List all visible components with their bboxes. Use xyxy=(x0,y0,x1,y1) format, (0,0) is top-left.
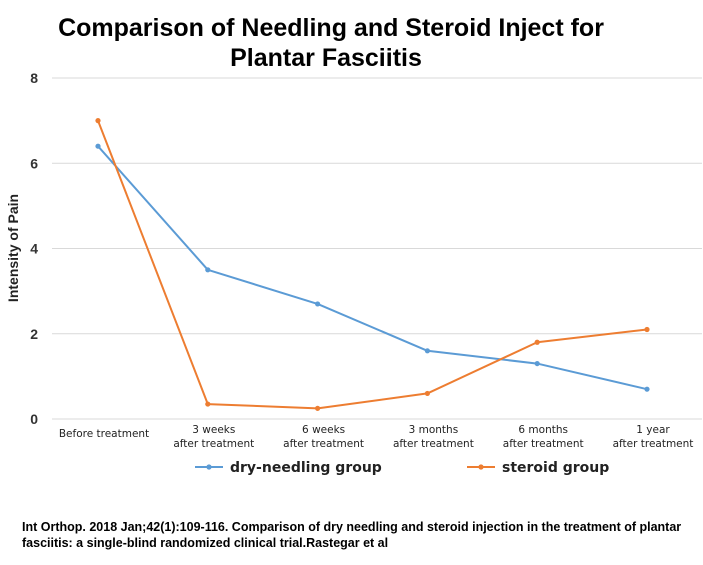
y-tick-label: 4 xyxy=(30,241,38,257)
data-point xyxy=(315,405,321,411)
x-tick-label-line: after treatment xyxy=(173,438,254,450)
legend-label: dry-needling group xyxy=(230,460,382,476)
series-lines xyxy=(95,118,650,411)
series-line-1 xyxy=(97,120,648,410)
y-tick-label: 8 xyxy=(30,70,38,86)
x-tick-label-line: 3 months xyxy=(409,424,459,436)
x-tick-label-line: after treatment xyxy=(393,438,474,450)
x-ticks: Before treatment 3 weeks after treatment6 … xyxy=(59,424,694,450)
y-tick-label: 6 xyxy=(30,155,38,171)
data-point xyxy=(205,401,211,407)
gridlines xyxy=(52,77,702,420)
series-line-0 xyxy=(97,145,648,391)
x-tick-label-line: 1 year xyxy=(636,424,670,436)
legend-marker xyxy=(478,464,484,470)
data-point xyxy=(205,267,211,273)
x-tick-label: 6 months after treatment xyxy=(503,424,584,450)
legend-marker xyxy=(206,464,212,470)
data-point xyxy=(424,348,430,354)
chart-title-line2: Plantar Fasciitis xyxy=(230,44,422,72)
x-tick-label-line: after treatment xyxy=(613,438,694,450)
x-tick-label: 1 year after treatment xyxy=(613,424,694,450)
x-tick-label-line: Before treatment xyxy=(59,428,149,440)
y-axis-label: Intensity of Pain xyxy=(5,194,21,302)
x-tick-label: 3 weeks after treatment xyxy=(173,424,254,450)
data-point xyxy=(644,326,650,333)
legend: dry-needling group steroid group xyxy=(195,460,609,476)
x-tick-label: Before treatment xyxy=(59,428,149,440)
x-tick-label-line: 6 weeks xyxy=(302,424,345,436)
x-tick-label-line: 3 weeks xyxy=(192,424,235,436)
y-ticks: 0 2 4 6 8 xyxy=(30,70,38,427)
data-point xyxy=(95,118,101,124)
x-tick-label-line: after treatment xyxy=(283,438,364,450)
legend-label: steroid group xyxy=(502,460,609,476)
data-point xyxy=(534,339,540,345)
y-tick-label: 2 xyxy=(30,326,38,342)
data-point xyxy=(534,360,540,367)
citation: Int Orthop. 2018 Jan;42(1):109-116. Comp… xyxy=(22,520,682,550)
data-point xyxy=(95,143,101,149)
y-tick-label: 0 xyxy=(30,411,38,427)
data-point xyxy=(644,386,650,392)
chart: Comparison of Needling and Steroid Injec… xyxy=(5,14,702,476)
x-tick-label-line: after treatment xyxy=(503,438,584,450)
data-point xyxy=(315,301,321,307)
chart-title-line1: Comparison of Needling and Steroid Injec… xyxy=(58,14,604,42)
x-tick-label-line: 6 months xyxy=(518,424,568,436)
data-point xyxy=(424,390,430,397)
x-tick-label: 3 months after treatment xyxy=(393,424,474,450)
x-tick-label: 6 weeks after treatment xyxy=(283,424,364,450)
